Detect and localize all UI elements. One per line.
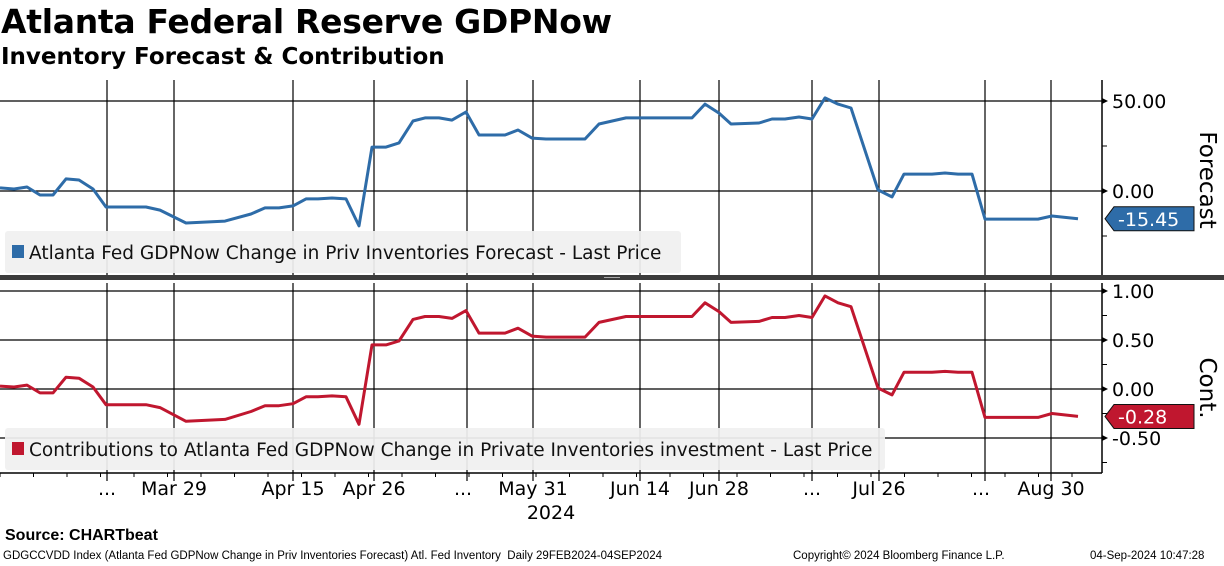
legend-background: [5, 428, 885, 470]
chart-subtitle: Inventory Forecast & Contribution: [1, 44, 445, 70]
last-value-badge: [1104, 403, 1195, 429]
x-tick-label: Apr 26: [342, 478, 405, 500]
x-tick-label: Jun 28: [688, 478, 749, 500]
x-tick-label: Jun 14: [609, 478, 670, 500]
x-tick-label: ...: [803, 478, 821, 500]
legend: Atlanta Fed GDPNow Change in Priv Invent…: [5, 231, 681, 273]
last-value-label: -15.45: [1118, 209, 1179, 231]
last-value-label: -0.28: [1118, 406, 1167, 428]
x-tick-label: ...: [972, 478, 990, 500]
y-tick-label: 0.00: [1112, 379, 1154, 401]
x-tick-label: ...: [454, 478, 472, 500]
legend-swatch: [12, 245, 24, 258]
legend-background: [5, 231, 681, 273]
y-axis-title: Forecast: [1194, 131, 1220, 228]
panel-top: 50.00 0.00 Atlanta Fed GDPNow Change in Pr…: [0, 80, 1220, 275]
x-tick-label: Aug 30: [1017, 478, 1084, 500]
series-line-top: [0, 96, 1079, 228]
x-year-label: 2024: [527, 502, 575, 524]
footer-description: GDGCCVDD Index (Atlanta Fed GDPNow Chang…: [3, 550, 662, 562]
x-tick-label: Mar 29: [141, 478, 207, 500]
chart-title: Atlanta Federal Reserve GDPNow: [1, 2, 612, 41]
y-axis-title: Cont.: [1194, 357, 1220, 418]
y-tick-label: 50.00: [1112, 91, 1166, 113]
legend: Contributions to Atlanta Fed GDPNow Chan…: [5, 428, 885, 470]
y-tick-label: -0.50: [1112, 428, 1161, 450]
x-tick-label: Apr 15: [261, 478, 324, 500]
legend-swatch: [12, 442, 24, 455]
source-label: Source: CHARTbeat: [5, 527, 158, 544]
footer-timestamp: 04-Sep-2024 10:47:28: [1090, 550, 1205, 562]
legend-label: Atlanta Fed GDPNow Change in Priv Invent…: [29, 243, 661, 264]
last-value-badge: [1104, 206, 1195, 232]
x-tick-label: May 31: [498, 478, 568, 500]
panel-bottom: 1.00 0.50 0.00 -0.50 Contributions to Atlant…: [0, 281, 1220, 473]
legend-label: Contributions to Atlanta Fed GDPNow Chan…: [29, 440, 872, 461]
footer-copyright: Copyright© 2024 Bloomberg Finance L.P.: [793, 550, 1005, 562]
x-tick-label: Jul 26: [851, 478, 905, 500]
series-line-bottom: [0, 294, 1079, 426]
y-tick-label: 0.00: [1112, 181, 1154, 203]
y-tick-label: 0.50: [1112, 330, 1154, 352]
y-tick-label: 1.00: [1112, 281, 1154, 303]
x-tick-label: ...: [98, 478, 116, 500]
